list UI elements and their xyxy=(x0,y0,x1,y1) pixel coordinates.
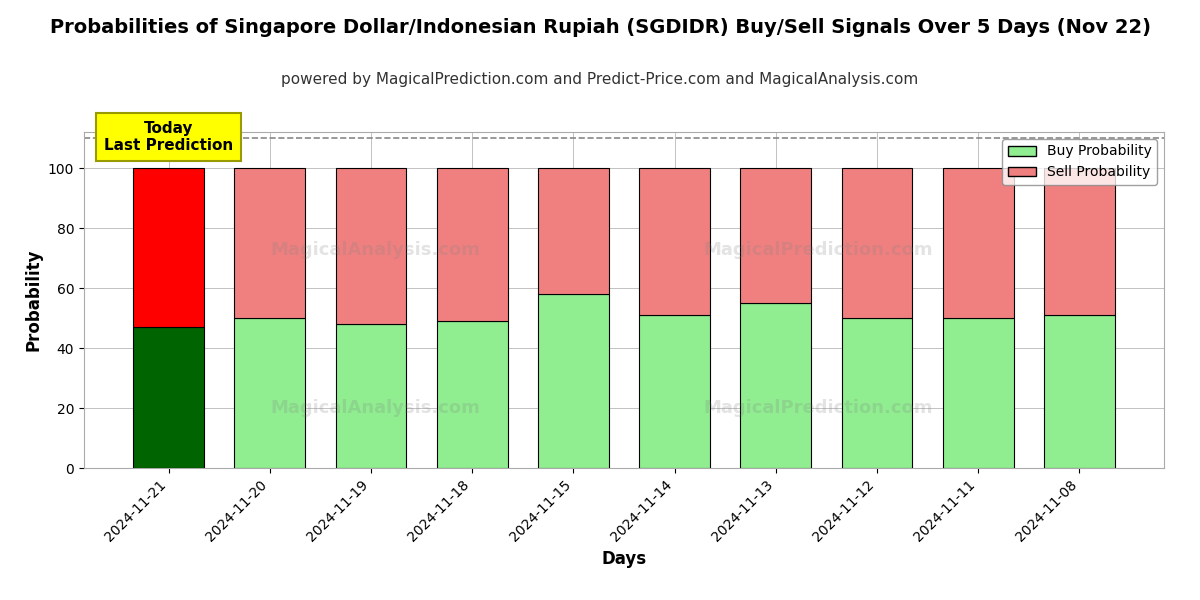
Bar xyxy=(1044,315,1115,468)
Bar xyxy=(133,168,204,327)
Text: powered by MagicalPrediction.com and Predict-Price.com and MagicalAnalysis.com: powered by MagicalPrediction.com and Pre… xyxy=(281,72,919,87)
Bar xyxy=(234,318,305,468)
Bar xyxy=(336,324,407,468)
Bar xyxy=(538,168,608,294)
Bar xyxy=(336,168,407,324)
Bar xyxy=(841,318,912,468)
Text: MagicalAnalysis.com: MagicalAnalysis.com xyxy=(271,398,480,416)
Y-axis label: Probability: Probability xyxy=(24,249,42,351)
Text: MagicalAnalysis.com: MagicalAnalysis.com xyxy=(271,241,480,259)
Legend: Buy Probability, Sell Probability: Buy Probability, Sell Probability xyxy=(1002,139,1157,185)
Bar xyxy=(133,327,204,468)
Bar xyxy=(437,321,508,468)
Text: Today
Last Prediction: Today Last Prediction xyxy=(104,121,233,153)
Bar xyxy=(740,168,811,303)
Text: MagicalPrediction.com: MagicalPrediction.com xyxy=(703,398,934,416)
X-axis label: Days: Days xyxy=(601,550,647,568)
Bar xyxy=(640,315,710,468)
Bar xyxy=(538,294,608,468)
Bar xyxy=(943,168,1014,318)
Bar xyxy=(1044,168,1115,315)
Bar xyxy=(841,168,912,318)
Text: Probabilities of Singapore Dollar/Indonesian Rupiah (SGDIDR) Buy/Sell Signals Ov: Probabilities of Singapore Dollar/Indone… xyxy=(49,18,1151,37)
Bar xyxy=(234,168,305,318)
Bar xyxy=(437,168,508,321)
Bar xyxy=(640,168,710,315)
Bar xyxy=(740,303,811,468)
Text: MagicalPrediction.com: MagicalPrediction.com xyxy=(703,241,934,259)
Bar xyxy=(943,318,1014,468)
